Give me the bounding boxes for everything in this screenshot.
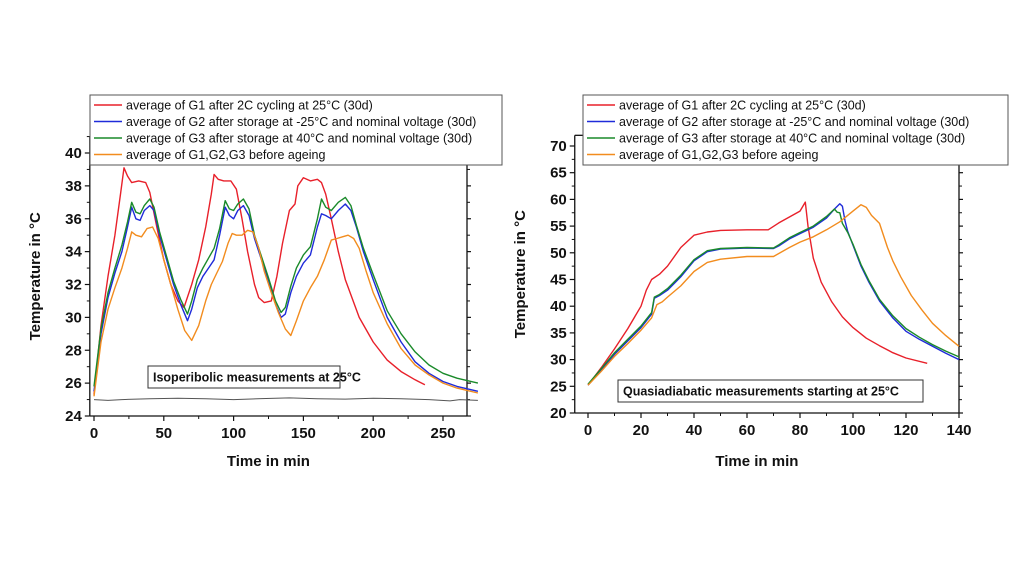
legend-label: average of G2 after storage at -25°C and… <box>126 115 476 129</box>
legend-label: average of G1 after 2C cycling at 25°C (… <box>126 99 373 113</box>
x-axis-title: Time in min <box>227 453 310 470</box>
x-tick-label: 100 <box>840 422 865 439</box>
y-tick-label: 30 <box>550 352 567 369</box>
legend-label: average of G3 after storage at 40°C and … <box>619 132 965 146</box>
y-tick-label: 35 <box>550 325 567 342</box>
x-axis-title: Time in min <box>715 453 798 470</box>
y-tick-label: 45 <box>550 272 567 289</box>
series-line-4 <box>93 397 478 402</box>
legend-label: average of G1,G2,G3 before ageing <box>126 148 325 162</box>
y-tick-label: 24 <box>65 408 82 425</box>
x-tick-label: 200 <box>361 425 386 442</box>
y-tick-label: 60 <box>550 191 567 208</box>
series-line-2 <box>587 208 960 385</box>
y-tick-label: 40 <box>65 145 82 162</box>
quasiadiabatic-chart: 20 25 30 35 40 45 50 55 60 65 70 0 20 40 60 80 100 120 140… <box>512 94 1009 470</box>
y-axis-title: Temperature in °C <box>27 212 44 340</box>
isoperibolic-chart: 24 26 28 30 32 34 36 38 40 0 50 100 150 200 250 Time in… <box>27 94 503 470</box>
annotation-box <box>147 365 341 389</box>
y-tick-label: 32 <box>65 277 82 294</box>
x-tick-label: 100 <box>221 425 246 442</box>
annotation-text: Isoperibolic measurements at 25°C <box>153 371 361 385</box>
x-tick-label: 50 <box>155 425 172 442</box>
y-axis-title: Temperature in °C <box>512 210 529 338</box>
y-tick-label: 26 <box>65 375 82 392</box>
legend-label: average of G1 after 2C cycling at 25°C (… <box>619 99 866 113</box>
series-line-3 <box>587 203 960 386</box>
x-tick-label: 250 <box>430 425 455 442</box>
y-tick-label: 70 <box>550 138 567 155</box>
x-tick-label: 80 <box>792 422 809 439</box>
x-tick-label: 140 <box>946 422 971 439</box>
x-tick-label: 20 <box>633 422 650 439</box>
y-tick-label: 34 <box>65 244 82 261</box>
legend-label: average of G1,G2,G3 before ageing <box>619 148 818 162</box>
series-line-1 <box>587 202 960 386</box>
y-tick-label: 30 <box>65 309 82 326</box>
series-line-1 <box>93 203 479 392</box>
x-tick-label: 0 <box>584 422 592 439</box>
y-tick-label: 36 <box>65 211 82 228</box>
x-tick-label: 150 <box>291 425 316 442</box>
series-line-0 <box>587 201 928 386</box>
legend-box <box>89 94 503 166</box>
x-tick-label: 120 <box>893 422 918 439</box>
annotation-text: Quasiadiabatic measurements starting at … <box>623 385 899 399</box>
x-tick-label: 60 <box>739 422 756 439</box>
y-tick-label: 65 <box>550 165 567 182</box>
series-line-3 <box>93 226 479 397</box>
x-tick-label: 40 <box>686 422 703 439</box>
y-tick-label: 38 <box>65 178 82 195</box>
y-tick-label: 28 <box>65 342 82 359</box>
legend-label: average of G2 after storage at -25°C and… <box>619 115 969 129</box>
y-tick-label: 25 <box>550 378 567 395</box>
y-tick-label: 20 <box>550 405 567 422</box>
y-tick-label: 50 <box>550 245 567 262</box>
y-tick-label: 40 <box>550 298 567 315</box>
series-line-2 <box>93 196 479 387</box>
legend-label: average of G3 after storage at 40°C and … <box>126 132 472 146</box>
x-tick-label: 0 <box>90 425 98 442</box>
annotation-box <box>617 379 924 403</box>
y-tick-label: 55 <box>550 218 567 235</box>
legend-box <box>582 94 1009 166</box>
series-line-0 <box>93 167 426 395</box>
